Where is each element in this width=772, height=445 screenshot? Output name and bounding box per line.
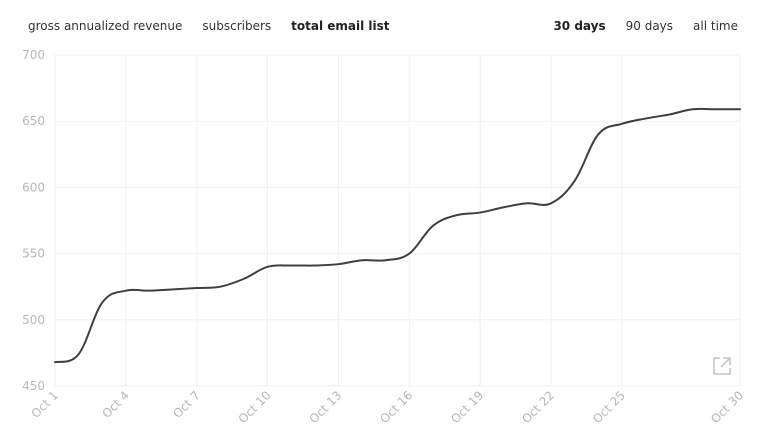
x-tick-label: Oct 7 (170, 388, 203, 421)
y-tick-label: 600 (22, 180, 45, 194)
metric-tabs: gross annualized revenue subscribers tot… (28, 19, 390, 33)
x-axis: Oct 1 Oct 4 Oct 7 Oct 10 Oct 13 Oct 16 Oct 19 O… (28, 388, 746, 426)
x-tick-label: Oct 16 (377, 388, 415, 426)
tab-30-days[interactable]: 30 days (553, 19, 606, 33)
x-tick-label: Oct 30 (708, 388, 746, 426)
tab-subscribers[interactable]: subscribers (202, 19, 272, 33)
x-tick-label: Oct 10 (236, 388, 274, 426)
tab-total-email-list[interactable]: total email list (291, 19, 390, 33)
external-link-icon[interactable] (711, 355, 733, 377)
x-tick-label: Oct 22 (519, 388, 557, 426)
range-tabs: 30 days 90 days all time (553, 19, 738, 33)
tab-gross-annualized-revenue[interactable]: gross annualized revenue (28, 19, 183, 33)
y-tick-label: 650 (22, 114, 45, 128)
x-tick-label: Oct 1 (28, 388, 61, 421)
series-line (54, 107, 741, 364)
x-tick-label: Oct 25 (590, 388, 628, 426)
y-axis: 450 500 550 600 650 700 (22, 48, 45, 393)
series (54, 107, 741, 364)
y-tick-label: 700 (22, 48, 45, 62)
tab-90-days[interactable]: 90 days (625, 19, 674, 33)
x-tick-label: Oct 13 (306, 388, 344, 426)
y-tick-label: 550 (22, 247, 45, 261)
x-tick-label: Oct 4 (99, 388, 132, 421)
x-tick-label: Oct 19 (448, 388, 486, 426)
y-tick-label: 450 (22, 379, 45, 393)
tab-all-time[interactable]: all time (693, 19, 738, 33)
grid (54, 54, 741, 387)
y-tick-label: 500 (22, 313, 45, 327)
